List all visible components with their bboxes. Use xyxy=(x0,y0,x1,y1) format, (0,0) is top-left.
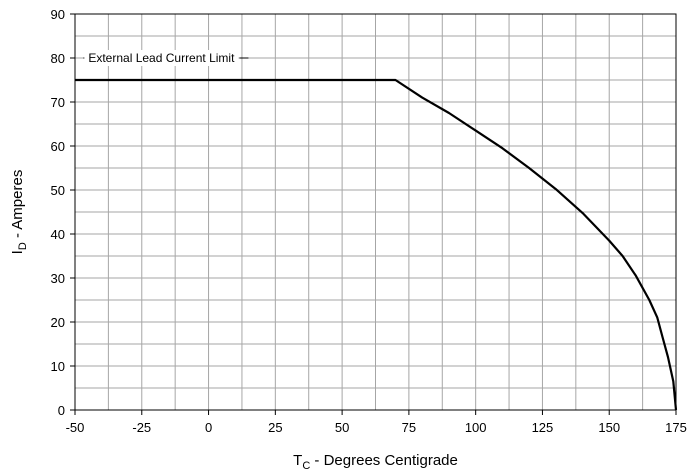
plot-frame xyxy=(74,13,677,411)
y-tick-label: 90 xyxy=(51,7,65,22)
x-tick-label: 50 xyxy=(335,420,349,435)
y-tick-label: 40 xyxy=(51,227,65,242)
x-tick-label: 0 xyxy=(205,420,212,435)
y-tick-label: 30 xyxy=(51,271,65,286)
y-tick-label: 50 xyxy=(51,183,65,198)
y-tick-label: 20 xyxy=(51,315,65,330)
series-layer xyxy=(75,78,678,411)
annotation-text: External Lead Current Limit xyxy=(88,51,235,65)
y-tick-label: 80 xyxy=(51,51,65,66)
y-tick-label: 60 xyxy=(51,139,65,154)
y-tick-label: 70 xyxy=(51,95,65,110)
annotation-layer: External Lead Current Limit xyxy=(83,50,249,66)
x-axis-label: TC - Degrees Centigrade xyxy=(293,452,458,472)
annotation-background xyxy=(84,50,239,66)
series-line xyxy=(75,78,678,411)
x-tick-label: -25 xyxy=(132,420,151,435)
x-tick-label: 100 xyxy=(465,420,487,435)
x-tick-label: 175 xyxy=(665,420,687,435)
x-tick-label: 125 xyxy=(532,420,554,435)
x-tick-label: 150 xyxy=(598,420,620,435)
grid xyxy=(74,13,677,411)
y-axis-label: ID - Amperes xyxy=(9,170,29,255)
tick-labels: -50 -25 0 25 50 75 100 125 150 175 0 10 20 30 40 50 60 70… xyxy=(51,7,687,435)
y-tick-label: 0 xyxy=(58,403,65,418)
x-tick-label: -50 xyxy=(66,420,85,435)
x-tick-label: 75 xyxy=(402,420,416,435)
y-tick-label: 10 xyxy=(51,359,65,374)
x-tick-label: 25 xyxy=(268,420,282,435)
